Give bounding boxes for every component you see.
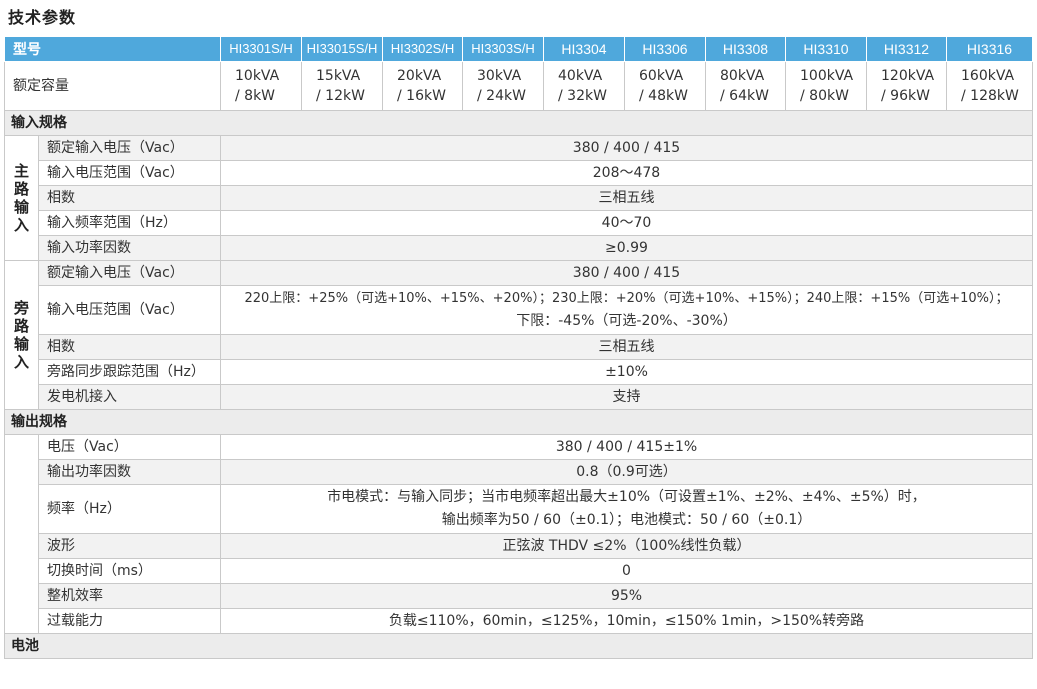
section-title: 输入规格: [4, 110, 1033, 136]
capacity-cell: 120kVA/ 96kW: [866, 61, 947, 111]
spec-row: 相数 三相五线: [5, 185, 1033, 211]
row-label: 发电机接入: [38, 384, 221, 410]
group-label: 主路输入: [13, 162, 29, 234]
row-value: 380 / 400 / 415: [220, 260, 1033, 286]
row-label: 相数: [38, 334, 221, 360]
spec-row: 切换时间（ms） 0: [5, 558, 1033, 584]
row-value: 三相五线: [220, 185, 1033, 211]
group-bypass-input: 旁路输入: [4, 260, 39, 410]
row-value: 95%: [220, 583, 1033, 609]
capacity-cell: 80kVA/ 64kW: [705, 61, 786, 111]
capacity-cell: 40kVA/ 32kW: [543, 61, 625, 111]
section-battery: 电池: [4, 633, 1033, 659]
model-cell: HI3308: [705, 36, 786, 62]
row-label: 过载能力: [38, 608, 221, 634]
spec-row: 输入功率因数 ≥0.99: [5, 235, 1033, 261]
row-label: 输入频率范围（Hz）: [38, 210, 221, 236]
row-value: 40～70: [220, 210, 1033, 236]
section-title: 输出规格: [4, 409, 1033, 435]
spec-row: 波形 正弦波 THDV ≤2%（100%线性负载）: [5, 533, 1033, 559]
row-label: 输入电压范围（Vac）: [38, 160, 221, 186]
row-value: 0: [220, 558, 1033, 584]
row-value-multiline: 220上限：+25%（可选+10%、+15%、+20%）；230上限：+20%（…: [220, 285, 1033, 335]
spec-row: 输出功率因数 0.8（0.9可选）: [5, 459, 1033, 485]
model-cell: HI3310: [785, 36, 867, 62]
row-value-line: 市电模式：与输入同步；当市电频率超出最大±10%（可设置±1%、±2%、±4%、…: [327, 489, 926, 505]
spec-row: 电压（Vac） 380 / 400 / 415±1%: [4, 434, 1033, 634]
capacity-cell: 20kVA/ 16kW: [382, 61, 463, 111]
row-label: 输出功率因数: [38, 459, 221, 485]
row-label: 电压（Vac）: [38, 434, 221, 460]
row-value: 208～478: [220, 160, 1033, 186]
capacity-cell: 60kVA/ 48kW: [624, 61, 706, 111]
spec-row: 发电机接入 支持: [5, 384, 1033, 410]
spec-row: 旁路输入 额定输入电压（Vac） 380 / 400 / 415: [4, 260, 1033, 410]
row-value: ±10%: [220, 359, 1033, 385]
capacity-row: 额定容量 10kVA/ 8kW 15kVA/ 12kW 20kVA/ 16kW …: [4, 61, 1033, 111]
row-label: 额定输入电压（Vac）: [38, 135, 221, 161]
model-header-label: 型号: [4, 36, 221, 62]
spec-row: 相数 三相五线: [5, 334, 1033, 360]
row-value: 负载≤110%，60min，≤125%，10min，≤150% 1min，>15…: [220, 608, 1033, 634]
spec-row: 输入电压范围（Vac） 220上限：+25%（可选+10%、+15%、+20%）…: [5, 285, 1033, 335]
section-title: 电池: [4, 633, 1033, 659]
row-value: 正弦波 THDV ≤2%（100%线性负载）: [220, 533, 1033, 559]
spec-row: 输入频率范围（Hz） 40～70: [5, 210, 1033, 236]
capacity-cell: 30kVA/ 24kW: [462, 61, 544, 111]
group-main-input: 主路输入: [4, 135, 39, 261]
row-value: 380 / 400 / 415: [220, 135, 1033, 161]
spec-row: 整机效率 95%: [5, 583, 1033, 609]
model-cell: HI3304: [543, 36, 625, 62]
model-header-row: 型号 HI3301S/H HI33015S/H HI3302S/H HI3303…: [4, 36, 1033, 62]
spec-table: 型号 HI3301S/H HI33015S/H HI3302S/H HI3303…: [4, 36, 1033, 659]
section-input: 输入规格: [4, 110, 1033, 136]
capacity-cell: 15kVA/ 12kW: [301, 61, 383, 111]
capacity-cell: 100kVA/ 80kW: [785, 61, 867, 111]
model-cell: HI3312: [866, 36, 947, 62]
model-cell: HI3303S/H: [462, 36, 544, 62]
capacity-cell: 160kVA/ 128kW: [946, 61, 1033, 111]
row-label: 频率（Hz）: [38, 484, 221, 534]
spec-row: 频率（Hz） 市电模式：与输入同步；当市电频率超出最大±10%（可设置±1%、±…: [5, 484, 1033, 534]
spec-row: 旁路同步跟踪范围（Hz） ±10%: [5, 359, 1033, 385]
capacity-label: 额定容量: [4, 61, 221, 111]
row-label: 旁路同步跟踪范围（Hz）: [38, 359, 221, 385]
spec-row: 输入电压范围（Vac） 208～478: [5, 160, 1033, 186]
row-value-line: 220上限：+25%（可选+10%、+15%、+20%）；230上限：+20%（…: [244, 291, 1009, 306]
row-value: 0.8（0.9可选）: [220, 459, 1033, 485]
group-label: 旁路输入: [13, 299, 29, 371]
row-value-line: 下限：-45%（可选-20%、-30%）: [516, 313, 737, 329]
model-cell: HI3302S/H: [382, 36, 463, 62]
model-cell: HI33015S/H: [301, 36, 383, 62]
row-value: 支持: [220, 384, 1033, 410]
row-value-line: 输出频率为50 / 60（±0.1）；电池模式：50 / 60（±0.1）: [441, 512, 812, 528]
row-label: 输入电压范围（Vac）: [38, 285, 221, 335]
row-value: 三相五线: [220, 334, 1033, 360]
blank-cell: [4, 434, 39, 634]
capacity-cell: 10kVA/ 8kW: [220, 61, 302, 111]
row-label: 输入功率因数: [38, 235, 221, 261]
model-cell: HI3306: [624, 36, 706, 62]
row-value: ≥0.99: [220, 235, 1033, 261]
row-label: 相数: [38, 185, 221, 211]
spec-row: 主路输入 额定输入电压（Vac） 380 / 400 / 415: [4, 135, 1033, 261]
model-cell: HI3316: [946, 36, 1033, 62]
page-title: 技术参数: [8, 8, 77, 27]
row-value-multiline: 市电模式：与输入同步；当市电频率超出最大±10%（可设置±1%、±2%、±4%、…: [220, 484, 1033, 534]
row-label: 切换时间（ms）: [38, 558, 221, 584]
section-output: 输出规格: [4, 409, 1033, 435]
spec-row: 过载能力 负载≤110%，60min，≤125%，10min，≤150% 1mi…: [5, 608, 1033, 634]
row-value: 380 / 400 / 415±1%: [220, 434, 1033, 460]
row-label: 额定输入电压（Vac）: [38, 260, 221, 286]
row-label: 波形: [38, 533, 221, 559]
model-cell: HI3301S/H: [220, 36, 302, 62]
row-label: 整机效率: [38, 583, 221, 609]
